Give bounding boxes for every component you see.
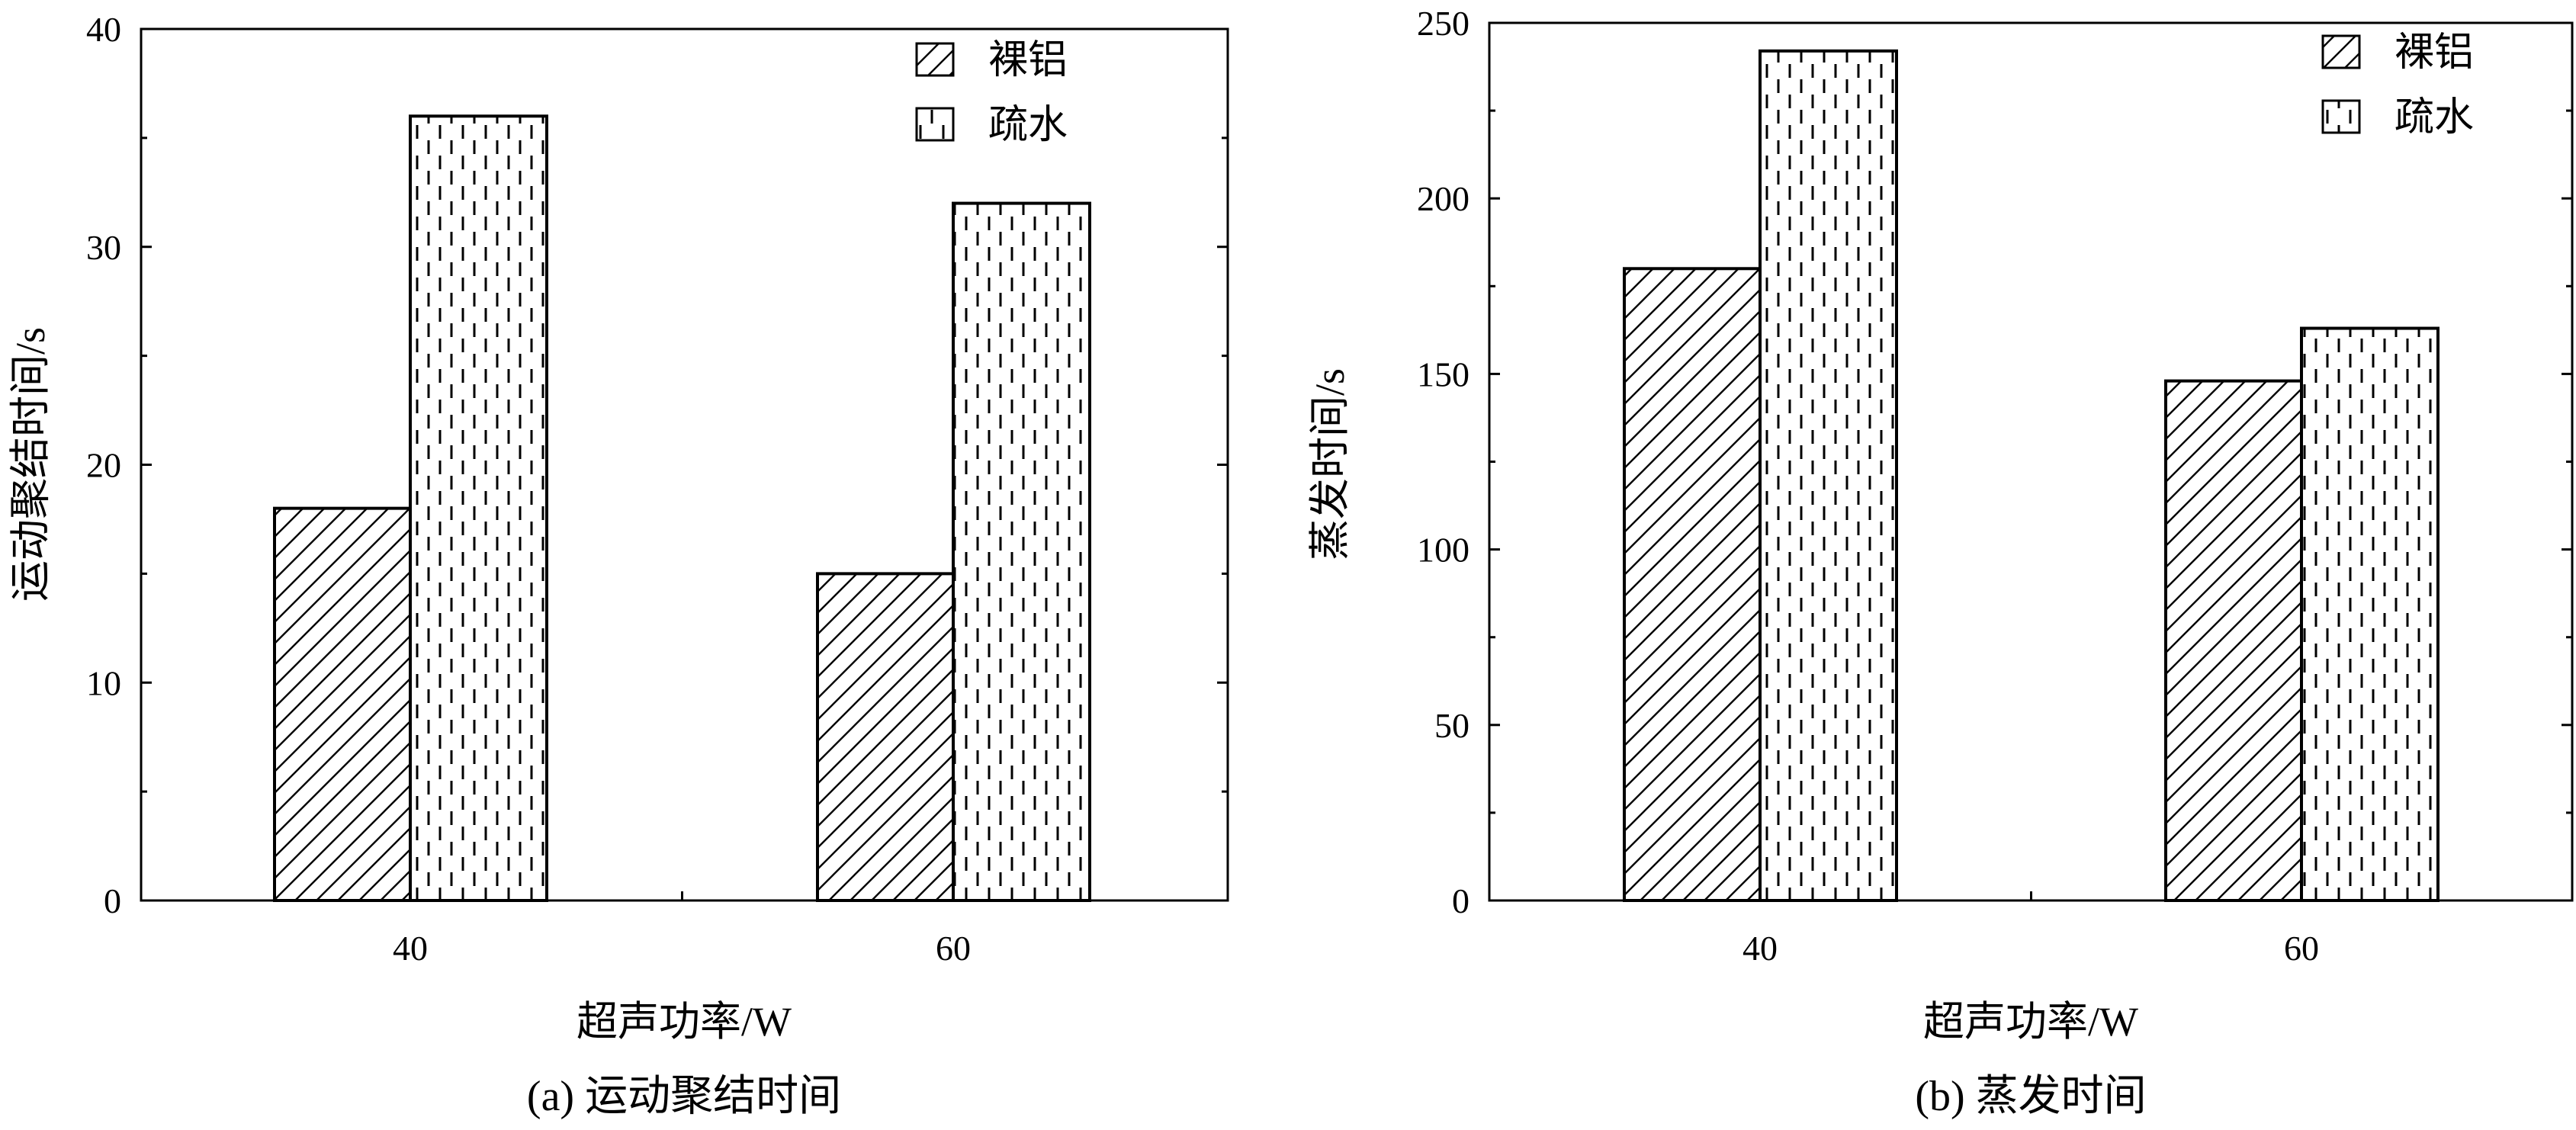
- bar-裸铝-40: [1623, 267, 1762, 902]
- legend-label: 疏水: [988, 104, 1068, 147]
- y-tick-label: 250: [1417, 4, 1469, 43]
- y-axis-title: 运动聚结时间/s: [8, 327, 53, 602]
- bar-裸铝-40: [273, 506, 412, 902]
- y-tick-label: 100: [1417, 531, 1469, 570]
- x-axis-title: 超声功率/W: [577, 999, 792, 1045]
- y-tick-label: 0: [1452, 881, 1469, 920]
- x-tick-label: 60: [936, 929, 971, 968]
- y-tick-label: 10: [86, 663, 121, 702]
- bar-裸铝-60: [816, 572, 955, 902]
- y-tick-label: 0: [104, 881, 121, 920]
- y-axis-title: 蒸发时间/s: [1307, 368, 1353, 560]
- y-tick-label: 30: [86, 228, 121, 267]
- bar-裸铝-60: [2164, 379, 2303, 903]
- x-tick-label: 40: [1742, 929, 1778, 968]
- figure-caption: (b) 蒸发时间: [1915, 1073, 2146, 1120]
- x-tick-label: 60: [2284, 929, 2319, 968]
- legend-swatch: [915, 42, 955, 77]
- y-axis-ticks: 0 50 100 150 200 250 40 60: [1417, 4, 2572, 968]
- legend-swatch: [2321, 34, 2361, 69]
- bar-疏水-60: [952, 201, 1091, 903]
- bar-疏水-60: [2300, 326, 2439, 903]
- y-tick-label: 150: [1417, 355, 1469, 393]
- x-axis-title: 超声功率/W: [1923, 999, 2138, 1045]
- y-tick-label: 50: [1434, 706, 1469, 745]
- legend-label: 裸铝: [988, 39, 1068, 82]
- legend-label: 裸铝: [2395, 31, 2474, 75]
- y-axis-ticks: 0 10 20 30 40 40 60: [86, 10, 1228, 968]
- y-tick-label: 200: [1417, 179, 1469, 218]
- y-tick-label: 20: [86, 446, 121, 485]
- bar-疏水-40: [1759, 49, 1898, 902]
- bars: [1623, 49, 2439, 903]
- legend-label: 疏水: [2395, 96, 2474, 140]
- bar-疏水-40: [409, 114, 548, 902]
- figure-caption: (a) 运动聚结时间: [527, 1073, 841, 1120]
- x-tick-label: 40: [393, 929, 428, 968]
- y-tick-label: 40: [86, 10, 121, 49]
- legend-swatch: [2321, 99, 2361, 134]
- legend-swatch: [915, 107, 955, 142]
- bars: [273, 114, 1091, 903]
